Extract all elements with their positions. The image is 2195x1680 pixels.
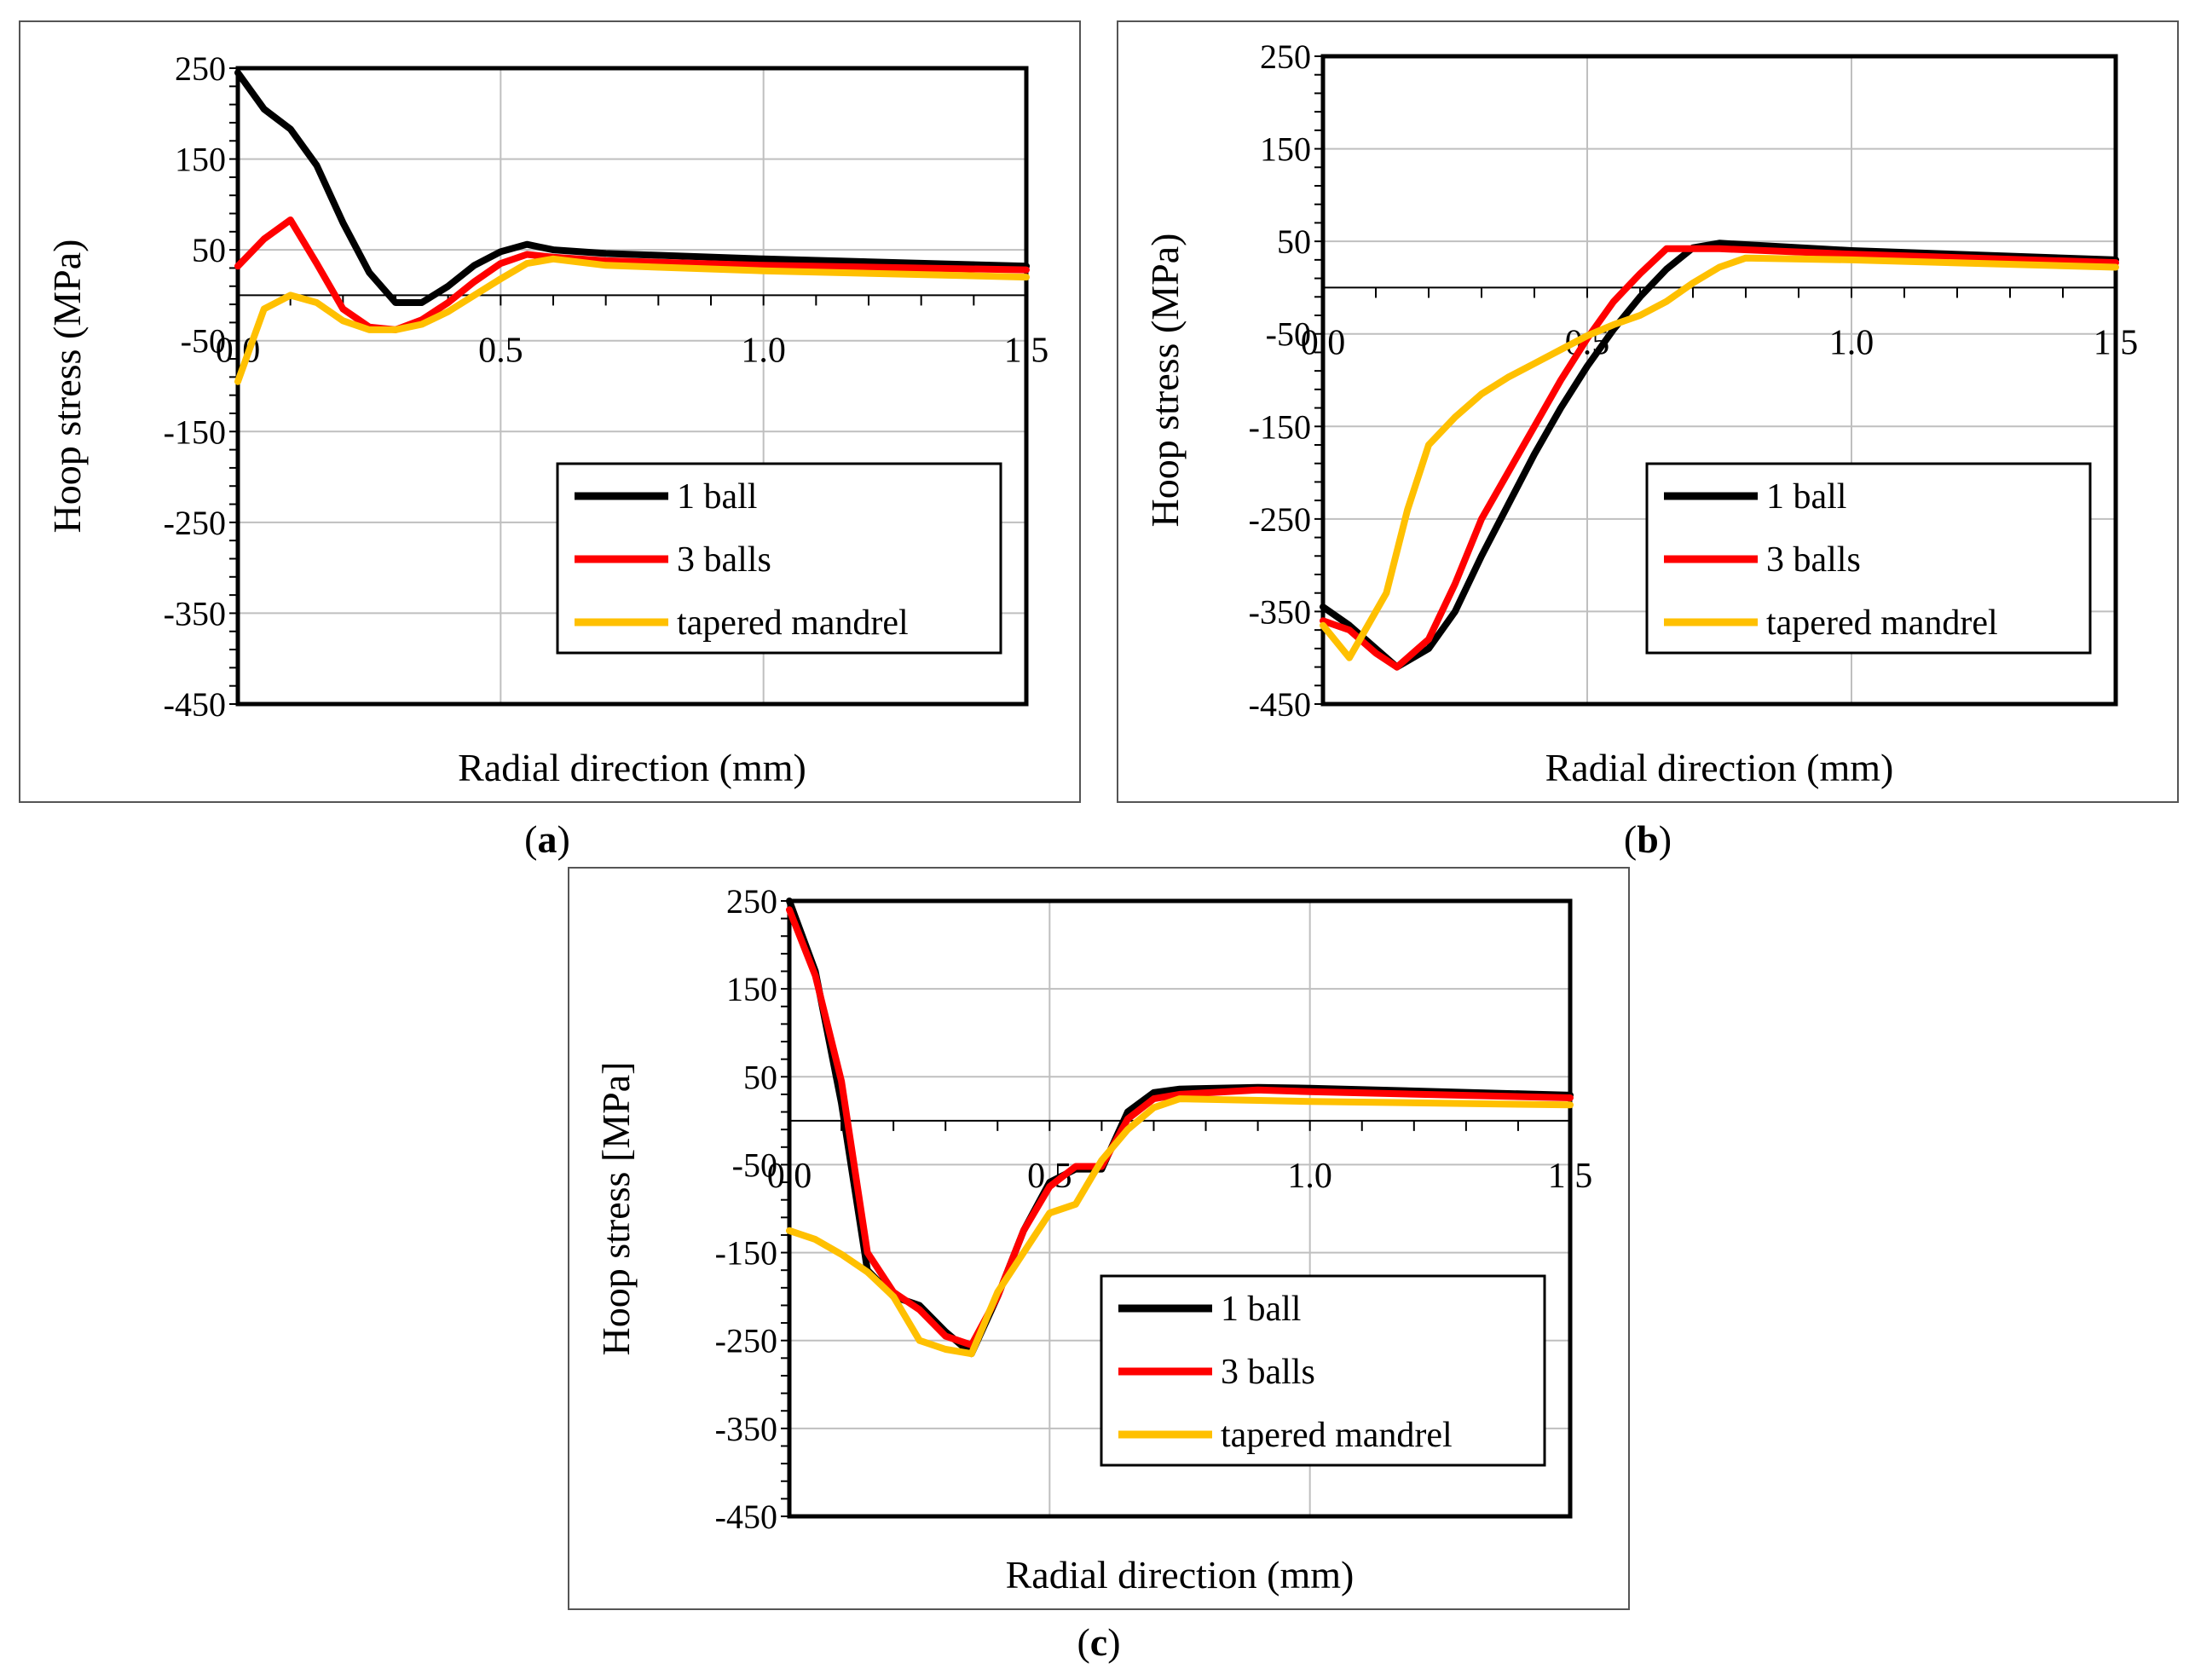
y-tick-label: -250 bbox=[1249, 500, 1311, 539]
legend-label: 1 ball bbox=[1221, 1290, 1301, 1329]
legend-label: tapered mandrel bbox=[1766, 603, 1998, 643]
y-tick-label: -250 bbox=[164, 504, 226, 542]
y-tick-label: 50 bbox=[192, 231, 226, 269]
y-tick-label: -150 bbox=[1249, 407, 1311, 446]
y-axis-label: Hoop stress (MPa) bbox=[45, 240, 89, 534]
chart-panel-b: 250 150 50 -50 -150 -250 -350 -450 0.0 0.5 1.0 1.5 R… bbox=[1117, 20, 2179, 803]
legend: 1 ball 3 balls tapered mandrel bbox=[556, 462, 1002, 655]
x-tick-label: 1.5 bbox=[2094, 323, 2139, 362]
chart-panel-a: 250 150 50 -50 -150 -250 -350 -450 0.0 0.5 1.0 1.5 R… bbox=[19, 20, 1081, 803]
series-line-tapered-mandrel bbox=[1320, 254, 2119, 661]
x-axis-label: Radial direction (mm) bbox=[1006, 1553, 1355, 1596]
series-line-tapered-mandrel bbox=[234, 255, 1030, 385]
x-tick-label: 0.0 bbox=[767, 1157, 812, 1196]
caption-c-letter: c bbox=[1089, 1620, 1108, 1664]
y-tick-label: -150 bbox=[164, 413, 226, 451]
series-line-3-balls bbox=[786, 906, 1574, 1348]
y-tick-label: -450 bbox=[1249, 685, 1311, 724]
y-tick-label: -250 bbox=[715, 1322, 777, 1360]
y-tick-label: 250 bbox=[1260, 38, 1311, 76]
y-tick-label: 250 bbox=[726, 882, 777, 921]
x-axis-label: Radial direction (mm) bbox=[1545, 746, 1894, 789]
x-axis-label: Radial direction (mm) bbox=[458, 746, 806, 789]
y-tick-label: -150 bbox=[715, 1234, 777, 1273]
legend-label: tapered mandrel bbox=[677, 603, 909, 643]
x-tick-label: 1.0 bbox=[1287, 1157, 1332, 1196]
chart-panel-c: 250 150 50 -50 -150 -250 -350 -450 0.0 0.5 1.0 1.5 R… bbox=[568, 867, 1630, 1610]
legend-label: tapered mandrel bbox=[1221, 1416, 1453, 1455]
x-tick-label: 0.0 bbox=[1301, 323, 1346, 362]
legend-label: 1 ball bbox=[1766, 477, 1846, 517]
x-tick-label: 0.5 bbox=[478, 331, 523, 370]
plot-frame bbox=[1320, 54, 2118, 707]
y-tick-label: 150 bbox=[726, 970, 777, 1008]
y-tick-label: -350 bbox=[715, 1410, 777, 1448]
series-line-tapered-mandrel bbox=[786, 1095, 1574, 1358]
y-axis-label: Hoop stress [MPa] bbox=[594, 1062, 638, 1356]
y-tick-label: -50 bbox=[732, 1146, 777, 1184]
y-tick-label: -450 bbox=[715, 1498, 777, 1536]
y-tick-label: -450 bbox=[164, 685, 226, 724]
caption-a: (a) bbox=[524, 817, 570, 861]
y-tick-label: 150 bbox=[1260, 130, 1311, 169]
legend-label: 3 balls bbox=[1766, 540, 1861, 580]
series-line-3-balls bbox=[1320, 245, 2119, 671]
caption-b: (b) bbox=[1623, 817, 1672, 861]
caption-c: (c) bbox=[1077, 1620, 1121, 1664]
x-tick-label: 1.5 bbox=[1548, 1157, 1593, 1196]
y-tick-label: 150 bbox=[175, 141, 226, 179]
plot-frame bbox=[787, 898, 1573, 1519]
x-tick-label: 1.5 bbox=[1004, 331, 1049, 370]
y-tick-label: -50 bbox=[181, 322, 226, 361]
y-tick-label: 50 bbox=[1277, 222, 1311, 261]
legend-label: 1 ball bbox=[677, 477, 757, 517]
caption-b-letter: b bbox=[1637, 817, 1659, 861]
y-tick-label: -350 bbox=[1249, 592, 1311, 631]
y-tick-label: -350 bbox=[164, 594, 226, 632]
y-tick-label: 50 bbox=[743, 1058, 777, 1096]
y-tick-label: -50 bbox=[1266, 315, 1311, 354]
x-tick-label: 1.0 bbox=[741, 331, 786, 370]
caption-a-letter: a bbox=[537, 817, 557, 861]
plot-frame bbox=[235, 66, 1029, 707]
y-axis-label: Hoop stress (MPa) bbox=[1143, 234, 1187, 528]
x-tick-label: 1.0 bbox=[1829, 323, 1874, 362]
y-tick-label: 250 bbox=[175, 49, 226, 88]
legend-label: 3 balls bbox=[677, 540, 771, 580]
legend: 1 ball 3 balls tapered mandrel bbox=[1645, 462, 2092, 655]
legend: 1 ball 3 balls tapered mandrel bbox=[1100, 1274, 1546, 1467]
series-line-1-ball bbox=[234, 69, 1030, 306]
legend-label: 3 balls bbox=[1221, 1353, 1315, 1392]
